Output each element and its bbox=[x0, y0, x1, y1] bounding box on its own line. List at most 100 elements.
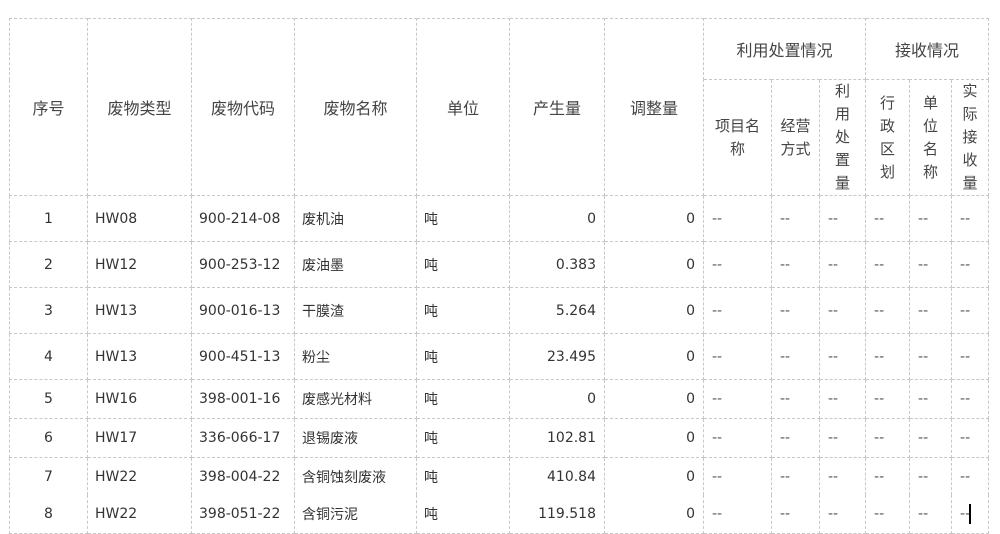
cell-name[interactable]: 干膜渣 bbox=[294, 287, 417, 334]
cell-type[interactable]: HW12 bbox=[87, 241, 192, 288]
cell-region[interactable]: -- bbox=[865, 241, 911, 288]
cell-type[interactable]: HW22 bbox=[87, 457, 192, 495]
cell-region[interactable]: -- bbox=[865, 379, 911, 419]
cell-operation-mode[interactable]: -- bbox=[771, 333, 820, 380]
cell-disposal-amount[interactable]: -- bbox=[818, 241, 867, 288]
cell-adjust[interactable]: 0 bbox=[604, 333, 704, 380]
cell-actual-received[interactable]: -- bbox=[951, 457, 990, 495]
cell-seq[interactable]: 8 bbox=[9, 495, 88, 534]
cell-unit-name[interactable]: -- bbox=[909, 379, 953, 419]
cell-produced[interactable]: 0 bbox=[509, 195, 605, 242]
cell-operation-mode[interactable]: -- bbox=[771, 241, 820, 288]
cell-actual-received[interactable]: -- bbox=[951, 333, 990, 380]
cell-operation-mode[interactable]: -- bbox=[771, 195, 820, 242]
cell-code[interactable]: 900-016-13 bbox=[191, 287, 295, 334]
cell-project-name[interactable]: -- bbox=[703, 418, 772, 458]
cell-adjust[interactable]: 0 bbox=[604, 241, 704, 288]
cell-project-name[interactable]: -- bbox=[703, 287, 772, 334]
cell-actual-received[interactable]: -- bbox=[951, 379, 990, 419]
cell-project-name[interactable]: -- bbox=[703, 241, 772, 288]
cell-seq[interactable]: 4 bbox=[9, 333, 88, 380]
cell-actual-received[interactable]: -- bbox=[951, 495, 990, 534]
cell-project-name[interactable]: -- bbox=[703, 495, 772, 534]
cell-disposal-amount[interactable]: -- bbox=[818, 457, 867, 495]
cell-name[interactable]: 粉尘 bbox=[294, 333, 417, 380]
cell-operation-mode[interactable]: -- bbox=[771, 287, 820, 334]
cell-name[interactable]: 退锡废液 bbox=[294, 418, 417, 458]
cell-disposal-amount[interactable]: -- bbox=[818, 418, 867, 458]
cell-project-name[interactable]: -- bbox=[703, 333, 772, 380]
cell-name[interactable]: 含铜污泥 bbox=[294, 495, 417, 534]
cell-seq[interactable]: 6 bbox=[9, 418, 88, 458]
cell-type[interactable]: HW16 bbox=[87, 379, 192, 419]
cell-produced[interactable]: 5.264 bbox=[509, 287, 605, 334]
cell-code[interactable]: 900-214-08 bbox=[191, 195, 295, 242]
cell-name[interactable]: 废感光材料 bbox=[294, 379, 417, 419]
cell-code[interactable]: 900-253-12 bbox=[191, 241, 295, 288]
cell-adjust[interactable]: 0 bbox=[604, 287, 704, 334]
cell-unit-name[interactable]: -- bbox=[909, 457, 953, 495]
cell-unit[interactable]: 吨 bbox=[416, 241, 510, 288]
cell-seq[interactable]: 7 bbox=[9, 457, 88, 495]
cell-unit[interactable]: 吨 bbox=[416, 379, 510, 419]
cell-region[interactable]: -- bbox=[865, 495, 911, 534]
cell-disposal-amount[interactable]: -- bbox=[818, 287, 867, 334]
cell-code[interactable]: 398-051-22 bbox=[191, 495, 295, 534]
cell-type[interactable]: HW17 bbox=[87, 418, 192, 458]
cell-seq[interactable]: 2 bbox=[9, 241, 88, 288]
cell-produced[interactable]: 102.81 bbox=[509, 418, 605, 458]
cell-name[interactable]: 废机油 bbox=[294, 195, 417, 242]
cell-region[interactable]: -- bbox=[865, 333, 911, 380]
cell-region[interactable]: -- bbox=[865, 195, 911, 242]
cell-unit-name[interactable]: -- bbox=[909, 418, 953, 458]
cell-produced[interactable]: 23.495 bbox=[509, 333, 605, 380]
cell-seq[interactable]: 1 bbox=[9, 195, 88, 242]
cell-type[interactable]: HW13 bbox=[87, 333, 192, 380]
cell-adjust[interactable]: 0 bbox=[604, 418, 704, 458]
cell-unit[interactable]: 吨 bbox=[416, 495, 510, 534]
cell-produced[interactable]: 119.518 bbox=[509, 495, 605, 534]
cell-unit-name[interactable]: -- bbox=[909, 195, 953, 242]
cell-type[interactable]: HW22 bbox=[87, 495, 192, 534]
cell-unit-name[interactable]: -- bbox=[909, 287, 953, 334]
cell-actual-received[interactable]: -- bbox=[951, 287, 990, 334]
cell-adjust[interactable]: 0 bbox=[604, 195, 704, 242]
cell-actual-received[interactable]: -- bbox=[951, 241, 990, 288]
cell-project-name[interactable]: -- bbox=[703, 195, 772, 242]
cell-seq[interactable]: 3 bbox=[9, 287, 88, 334]
cell-produced[interactable]: 0 bbox=[509, 379, 605, 419]
cell-disposal-amount[interactable]: -- bbox=[818, 195, 867, 242]
cell-operation-mode[interactable]: -- bbox=[771, 457, 820, 495]
cell-unit-name[interactable]: -- bbox=[909, 333, 953, 380]
cell-region[interactable]: -- bbox=[865, 287, 911, 334]
cell-code[interactable]: 398-001-16 bbox=[191, 379, 295, 419]
cell-disposal-amount[interactable]: -- bbox=[818, 333, 867, 380]
cell-code[interactable]: 900-451-13 bbox=[191, 333, 295, 380]
cell-operation-mode[interactable]: -- bbox=[771, 418, 820, 458]
cell-name[interactable]: 废油墨 bbox=[294, 241, 417, 288]
cell-region[interactable]: -- bbox=[865, 457, 911, 495]
cell-project-name[interactable]: -- bbox=[703, 379, 772, 419]
cell-adjust[interactable]: 0 bbox=[604, 495, 704, 534]
cell-unit-name[interactable]: -- bbox=[909, 495, 953, 534]
cell-type[interactable]: HW08 bbox=[87, 195, 192, 242]
cell-region[interactable]: -- bbox=[865, 418, 911, 458]
cell-adjust[interactable]: 0 bbox=[604, 457, 704, 495]
cell-actual-received[interactable]: -- bbox=[951, 195, 990, 242]
cell-unit[interactable]: 吨 bbox=[416, 195, 510, 242]
cell-unit[interactable]: 吨 bbox=[416, 418, 510, 458]
cell-produced[interactable]: 410.84 bbox=[509, 457, 605, 495]
cell-type[interactable]: HW13 bbox=[87, 287, 192, 334]
cell-code[interactable]: 336-066-17 bbox=[191, 418, 295, 458]
cell-produced[interactable]: 0.383 bbox=[509, 241, 605, 288]
cell-operation-mode[interactable]: -- bbox=[771, 379, 820, 419]
cell-unit[interactable]: 吨 bbox=[416, 333, 510, 380]
cell-disposal-amount[interactable]: -- bbox=[818, 495, 867, 534]
cell-unit[interactable]: 吨 bbox=[416, 457, 510, 495]
cell-unit[interactable]: 吨 bbox=[416, 287, 510, 334]
cell-adjust[interactable]: 0 bbox=[604, 379, 704, 419]
cell-name[interactable]: 含铜蚀刻废液 bbox=[294, 457, 417, 495]
cell-unit-name[interactable]: -- bbox=[909, 241, 953, 288]
cell-actual-received[interactable]: -- bbox=[951, 418, 990, 458]
cell-seq[interactable]: 5 bbox=[9, 379, 88, 419]
